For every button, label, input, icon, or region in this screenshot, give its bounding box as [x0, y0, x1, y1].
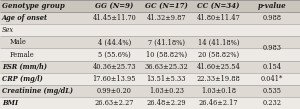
Text: 10 (58.82%): 10 (58.82%) [146, 50, 187, 59]
Text: Genotype group: Genotype group [2, 2, 64, 10]
Text: 22.33±19.88: 22.33±19.88 [196, 75, 240, 83]
Text: 20 (58.82%): 20 (58.82%) [198, 50, 239, 59]
Bar [0, 12, 300, 24]
Text: 4 (44.4%): 4 (44.4%) [98, 38, 131, 46]
Text: Sex: Sex [2, 26, 14, 34]
Text: ESR (mm/h): ESR (mm/h) [2, 63, 47, 71]
Bar [0, 0, 300, 12]
Bar [0, 61, 300, 73]
Text: GC (N=17): GC (N=17) [145, 2, 188, 10]
Text: 36.63±25.32: 36.63±25.32 [145, 63, 188, 71]
Text: 0.232: 0.232 [262, 99, 281, 107]
Text: GG (N=9): GG (N=9) [95, 2, 134, 10]
Text: 5 (55.6%): 5 (55.6%) [98, 50, 131, 59]
Text: Female: Female [9, 50, 34, 59]
Text: CC (N=34): CC (N=34) [197, 2, 239, 10]
Text: Age of onset: Age of onset [2, 14, 48, 22]
Text: Creatinine (mg/dL): Creatinine (mg/dL) [2, 87, 73, 95]
Text: 41.80±11.47: 41.80±11.47 [196, 14, 240, 22]
Bar [0, 48, 300, 61]
Text: 41.60±25.54: 41.60±25.54 [196, 63, 240, 71]
Text: 41.45±11.70: 41.45±11.70 [93, 14, 136, 22]
Text: 40.36±25.73: 40.36±25.73 [93, 63, 136, 71]
Text: 0.983: 0.983 [262, 44, 281, 52]
Bar [0, 97, 300, 109]
Text: 26.48±2.29: 26.48±2.29 [146, 99, 186, 107]
Text: 13.51±5.33: 13.51±5.33 [147, 75, 186, 83]
Text: 17.60±13.95: 17.60±13.95 [93, 75, 136, 83]
Bar [0, 36, 300, 48]
Text: CRP (mg/l): CRP (mg/l) [2, 75, 43, 83]
Text: p-value: p-value [257, 2, 286, 10]
Text: 41.32±9.87: 41.32±9.87 [147, 14, 186, 22]
Text: 0.154: 0.154 [262, 63, 281, 71]
Bar [0, 85, 300, 97]
Text: 1.03±0.18: 1.03±0.18 [201, 87, 236, 95]
Text: 0.041*: 0.041* [261, 75, 283, 83]
Text: 0.988: 0.988 [262, 14, 281, 22]
Text: 26.63±2.27: 26.63±2.27 [95, 99, 134, 107]
Text: 0.535: 0.535 [262, 87, 281, 95]
Bar [0, 73, 300, 85]
Text: 26.46±2.17: 26.46±2.17 [199, 99, 238, 107]
Text: BMI: BMI [2, 99, 18, 107]
Text: 7 (41.18%): 7 (41.18%) [148, 38, 185, 46]
Bar [0, 24, 300, 36]
Text: Male: Male [9, 38, 26, 46]
Text: 14 (41.18%): 14 (41.18%) [197, 38, 239, 46]
Text: 0.99±0.20: 0.99±0.20 [97, 87, 132, 95]
Text: 1.03±0.23: 1.03±0.23 [149, 87, 184, 95]
